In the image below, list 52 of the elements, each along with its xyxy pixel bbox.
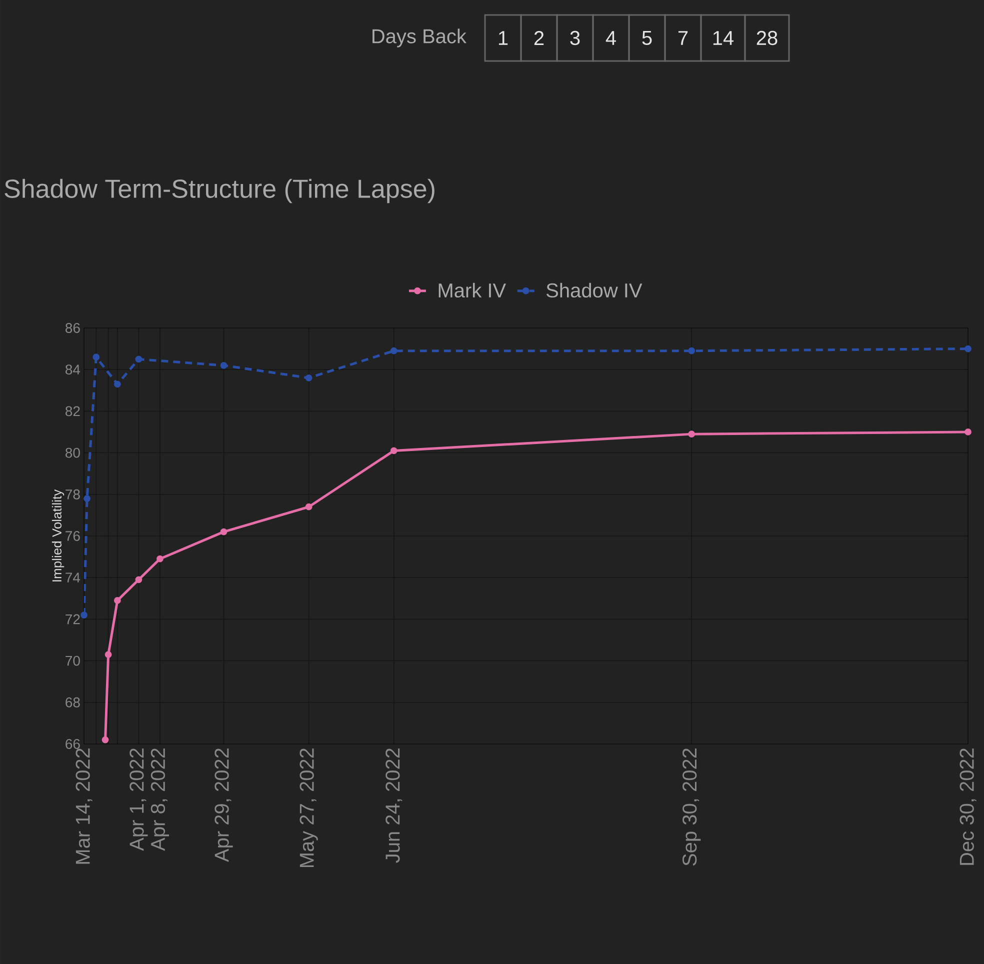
y-tick-label: 86 [66,323,80,333]
x-tick-label: Mar 14, 2022 [76,748,92,864]
x-tick-label: May 27, 2022 [300,748,318,868]
text: 14 [713,31,734,45]
point [305,503,312,510]
y-axis-title: Implied Volatility [52,489,64,582]
text: 2 [534,31,544,45]
text: 3 [570,30,580,46]
point [102,736,109,744]
legend-label: Shadow IV [546,282,642,298]
point [688,430,696,438]
y-tick-label: 74 [66,572,80,582]
text: 7 [678,31,688,45]
point [220,362,228,369]
x-tick-label: Apr 8, 2022 [150,748,170,851]
y-tick-label: 80 [66,448,80,458]
text: Days Back [372,28,466,48]
point [92,354,100,361]
point [964,428,972,436]
x-tick-label: Jun 24, 2022 [386,748,402,863]
text: 4 [606,31,616,45]
point [964,345,972,352]
point [114,597,121,604]
text: 1 [498,31,508,45]
text: 5 [642,31,652,45]
chart-title: Shadow Term-Structure (Time Lapse) [4,178,434,204]
point [220,528,228,536]
x-tick-label: Apr 1, 2022 [130,748,148,851]
y-tick-label: 84 [66,364,80,375]
y-tick-label: 78 [66,489,80,500]
legend-label: Mark IV [438,282,506,298]
point [135,356,142,363]
point [156,555,164,562]
point [390,347,398,354]
y-tick-label: 72 [66,614,80,624]
point [104,651,112,658]
point [135,576,142,584]
point [305,374,312,382]
x-tick-label: Sep 30, 2022 [682,748,701,866]
point [688,347,696,354]
y-tick-label: 82 [66,406,80,416]
y-tick-label: 66 [66,739,80,749]
text: 28 [756,30,778,46]
x-tick-label: Apr 29, 2022 [214,748,233,862]
point [114,380,121,388]
y-tick-label: 70 [66,656,80,666]
y-tick-label: 68 [66,697,80,708]
x-tick-label: Dec 30, 2022 [960,748,976,865]
point [80,612,88,618]
y-tick-label: 76 [66,531,80,541]
point [84,495,90,502]
point [390,447,398,454]
